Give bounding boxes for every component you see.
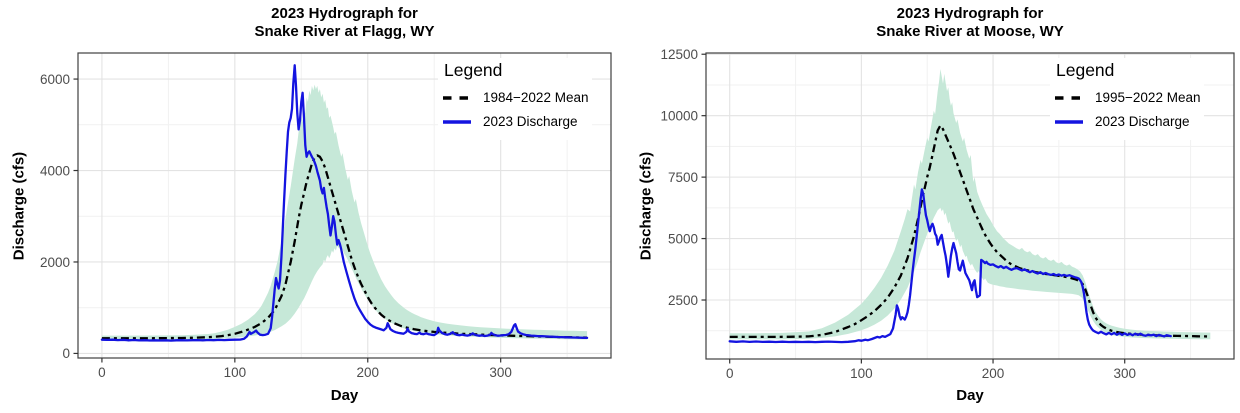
legend: Legend 1995−2022 Mean 2023 Discharge: [1050, 58, 1205, 140]
chart-canvas: 0 100 200 300 0 2000 4000 6000: [40, 52, 612, 380]
y-tick-label: 6000: [40, 72, 70, 87]
y-tick-label: 7500: [668, 170, 698, 185]
dashed-line-key-icon: [1055, 95, 1083, 100]
x-tick-label: 300: [489, 365, 512, 380]
legend-title: Legend: [444, 60, 503, 80]
discharge-line: [728, 188, 1172, 344]
y-axis-label: Discharge (cfs): [637, 151, 655, 261]
x-tick-label: 200: [982, 366, 1005, 381]
axis-ticks-and-labels: 0 100 200 300 0 2000 4000 6000: [40, 72, 512, 380]
legend-label-mean: 1995−2022 Mean: [1095, 90, 1201, 105]
x-tick-label: 0: [726, 366, 734, 381]
legend-item-discharge: 2023 Discharge: [442, 114, 588, 129]
x-axis-label: Day: [956, 387, 984, 404]
chart-title-line2: Snake River at Moose, WY: [876, 22, 1064, 40]
panel-border: [77, 52, 612, 359]
legend-item-mean: 1995−2022 Mean: [1054, 90, 1200, 105]
moose-hydrograph-figure: 0 100 200 300 2500 5000 7500 10000 12500 2023 Hy…: [620, 0, 1240, 413]
y-tick-label: 2000: [40, 255, 70, 270]
chart-title-line1: 2023 Hydrograph for: [271, 5, 418, 22]
chart-title: 2023 Hydrograph for Snake River at Flagg…: [78, 5, 611, 40]
y-tick-label: 12500: [660, 47, 698, 62]
flagg-hydrograph-figure: 0 100 200 300 0 2000 4000 6000 2023 Hydrograph …: [10, 5, 612, 404]
panel-border: [705, 52, 1235, 360]
historical-range-band: [729, 69, 1211, 340]
plot-layers: [728, 69, 1211, 344]
y-tick-label: 4000: [40, 163, 70, 178]
x-axis-label: Day: [330, 387, 359, 404]
y-tick-label: 0: [62, 346, 70, 361]
legend-title: Legend: [1056, 60, 1115, 80]
chart-title-line1: 2023 Hydrograph for: [896, 5, 1044, 22]
x-tick-label: 200: [356, 365, 379, 380]
solid-line-key-icon: [443, 119, 471, 124]
y-tick-label: 10000: [660, 108, 698, 123]
y-axis-label: Discharge (cfs): [10, 151, 28, 260]
legend: Legend 1984−2022 Mean 2023 Discharge: [438, 58, 593, 140]
solid-line-key-icon: [1055, 119, 1083, 124]
x-tick-label: 100: [850, 366, 873, 381]
legend-label-mean: 1984−2022 Mean: [483, 90, 589, 105]
mean-line: [729, 124, 1211, 339]
x-tick-label: 300: [1113, 366, 1136, 381]
historical-range-band: [101, 84, 588, 340]
legend-label-discharge: 2023 Discharge: [1095, 114, 1190, 129]
dashed-line-key-icon: [443, 95, 471, 100]
legend-item-discharge: 2023 Discharge: [1054, 114, 1200, 129]
legend-label-discharge: 2023 Discharge: [483, 114, 578, 129]
x-tick-label: 100: [224, 365, 247, 380]
chart-title: 2023 Hydrograph for Snake River at Moose…: [706, 5, 1234, 40]
y-tick-label: 5000: [668, 231, 698, 246]
legend-item-mean: 1984−2022 Mean: [442, 90, 588, 105]
x-tick-label: 0: [98, 365, 106, 380]
plot-layers: [100, 64, 589, 342]
discharge-line: [100, 64, 589, 342]
axis-ticks-and-labels: 0 100 200 300 2500 5000 7500 10000 12500: [660, 47, 1136, 381]
chart-title-line2: Snake River at Flagg, WY: [254, 22, 435, 40]
y-tick-label: 2500: [668, 293, 698, 308]
